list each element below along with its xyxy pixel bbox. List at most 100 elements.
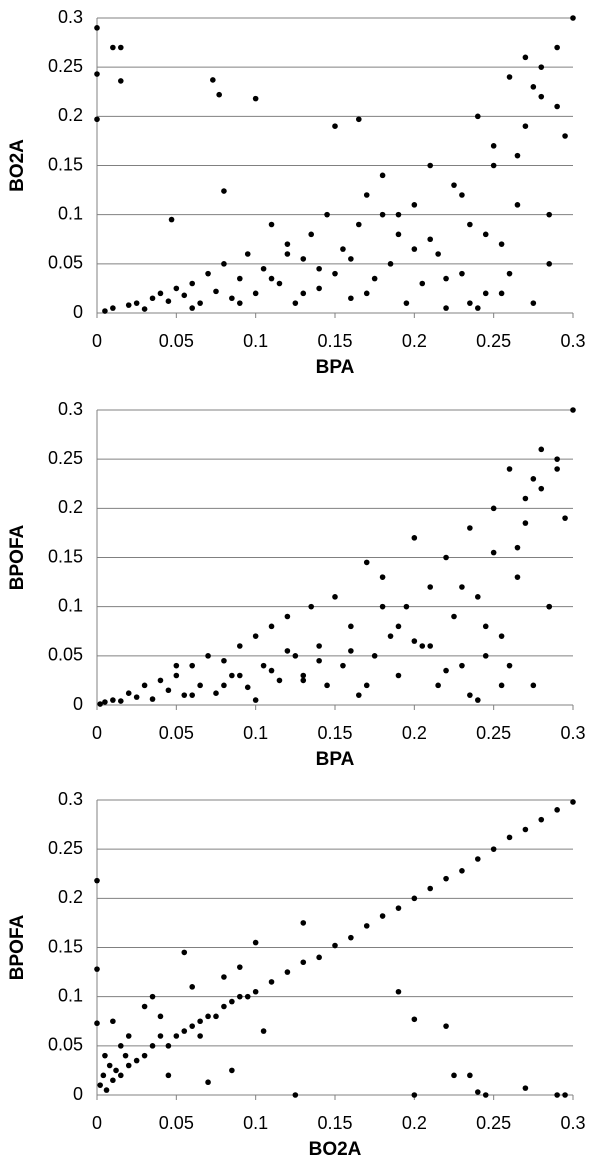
point [316,285,322,292]
point [475,1089,481,1095]
point [332,270,338,277]
point [189,662,195,669]
point [221,682,227,689]
point [348,934,354,941]
x-axis-label: BPA [316,357,355,378]
point [189,692,195,698]
point [189,305,195,311]
point [229,1067,235,1074]
point [100,1072,107,1079]
point [506,466,513,472]
y-tick-label: 0.05 [48,1035,83,1055]
point [141,1003,148,1010]
x-tick-label: 0 [92,331,102,351]
point [467,692,473,698]
x-tick-label: 0.15 [317,331,352,351]
point [498,241,505,247]
y-tick-label: 0.15 [48,546,83,566]
point [467,1072,473,1079]
point [530,84,537,90]
point [522,1085,529,1091]
point [284,251,291,257]
point [125,1033,132,1039]
point [300,677,307,684]
x-tick-label: 0.05 [159,331,194,351]
point [363,192,370,198]
point [94,966,100,972]
point [475,594,481,600]
y-tick-label: 0.2 [58,497,83,517]
point [514,152,521,159]
point [363,923,370,929]
point [490,505,497,512]
point [268,979,275,985]
y-tick-label: 0.05 [48,645,83,665]
point [522,54,529,61]
point [157,290,164,297]
y-tick-label: 0.1 [58,985,83,1005]
point [168,216,175,223]
point [522,826,529,833]
point [244,993,251,1000]
point [113,1067,119,1074]
point [522,123,529,129]
point [165,298,172,305]
y-tick-label: 0.2 [58,105,83,125]
point [252,290,259,297]
point [554,456,560,462]
point [181,949,188,956]
point [427,584,434,590]
point [467,300,473,306]
y-tick-label: 0.25 [48,448,83,468]
point [141,306,148,312]
point [482,653,489,659]
y-tick-label: 0 [73,694,83,714]
point [403,603,410,610]
x-tick-label: 0 [92,1113,102,1133]
y-tick-label: 0.25 [48,838,83,858]
point [181,292,188,299]
point [102,308,108,314]
point [260,662,267,669]
point [149,1043,156,1049]
point [506,662,513,669]
point [252,988,259,995]
point [475,305,481,311]
point [252,633,259,639]
point [149,696,156,702]
point [205,1079,211,1086]
point [268,221,275,228]
point [379,913,386,919]
point [244,684,251,691]
point [149,295,156,302]
point [125,1062,132,1069]
x-tick-label: 0.3 [560,331,585,351]
point [110,697,116,703]
point [284,613,291,620]
point [514,202,521,208]
point [427,236,434,243]
x-tick-label: 0.05 [159,1113,194,1133]
point [110,305,116,311]
y-tick-label: 0.15 [48,936,83,956]
point [300,672,307,679]
y-tick-label: 0.25 [48,56,83,76]
point [292,1092,299,1098]
x-tick-label: 0.05 [159,723,194,743]
point [538,485,545,492]
point [395,623,402,630]
point [459,584,465,590]
point [97,1082,103,1088]
point [97,701,103,707]
point [157,1013,164,1020]
point [94,25,100,31]
point [530,300,537,306]
point [181,1028,188,1034]
point [308,231,315,238]
point [554,44,560,51]
point [332,123,338,129]
point [237,300,243,306]
point [356,221,362,228]
point [475,697,481,703]
point [443,875,449,882]
